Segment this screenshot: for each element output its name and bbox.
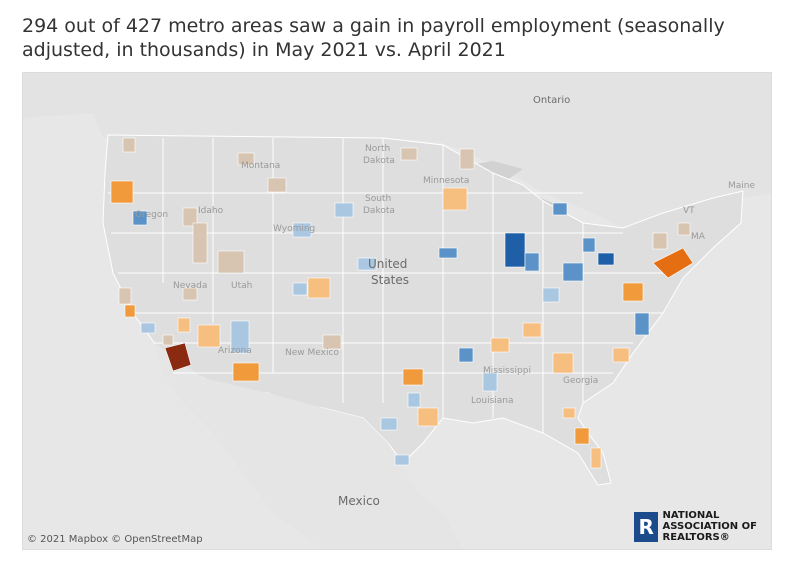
metro-area: [140, 322, 156, 334]
metro-area: [192, 222, 208, 264]
mexico-land: [153, 341, 463, 549]
metro-areas: [110, 137, 694, 469]
metro-area: [407, 392, 421, 408]
metro-area: [162, 334, 174, 346]
metro-area: [597, 252, 615, 266]
label-new-mexico: New Mexico: [285, 348, 339, 358]
metro-area: [230, 320, 250, 354]
metro-area: [124, 304, 136, 318]
label-maine: Maine: [728, 181, 755, 191]
metro-area: [122, 137, 136, 153]
metro-area: [634, 312, 650, 336]
nar-logo: R NATIONAL ASSOCIATION OF REALTORS®: [633, 510, 757, 543]
label-vt: VT: [683, 206, 695, 216]
metro-area: [164, 342, 192, 372]
metro-area: [524, 252, 540, 272]
logo-line: ASSOCIATION OF: [662, 521, 757, 532]
metro-area: [400, 147, 418, 161]
label-utah: Utah: [231, 281, 252, 291]
metro-area: [442, 187, 468, 211]
metro-area: [458, 347, 474, 363]
logo-line: REALTORS®: [662, 532, 730, 543]
metro-area: [110, 180, 134, 204]
metro-area: [522, 322, 542, 338]
label-georgia: Georgia: [563, 376, 598, 386]
label-ontario: Ontario: [533, 95, 570, 106]
metro-area: [380, 417, 398, 431]
label-south: South: [365, 194, 391, 204]
label-mexico: Mexico: [338, 494, 380, 508]
metro-area: [552, 352, 574, 374]
label-louisiana: Louisiana: [471, 396, 514, 406]
label-states: States: [371, 273, 409, 287]
metro-area: [677, 222, 691, 236]
choropleth-map[interactable]: Ontario United States Mexico Montana Nor…: [22, 72, 772, 550]
metro-area: [402, 368, 424, 386]
map-attribution[interactable]: © 2021 Mapbox © OpenStreetMap: [27, 534, 203, 545]
metro-area: [582, 237, 596, 253]
metro-area: [574, 427, 590, 445]
metro-area: [307, 277, 331, 299]
metro-area: [590, 447, 602, 469]
label-north: North: [365, 144, 390, 154]
metro-area: [542, 287, 560, 303]
metro-area: [438, 247, 458, 259]
label-nevada: Nevada: [173, 281, 207, 291]
metro-area: [622, 282, 644, 302]
label-dakota-s: Dakota: [363, 206, 395, 216]
metro-area: [217, 250, 245, 274]
metro-area: [612, 347, 630, 363]
metro-area: [357, 257, 377, 271]
metro-area: [459, 148, 475, 170]
label-montana: Montana: [241, 161, 280, 171]
logo-mark-letter: R: [638, 514, 654, 539]
canada-land: [23, 73, 771, 238]
realtor-r-icon: R: [633, 511, 658, 542]
metro-area: [182, 287, 198, 301]
label-mississippi: Mississippi: [483, 366, 531, 376]
metro-area: [292, 282, 308, 296]
label-united: United: [368, 257, 407, 271]
metro-area: [118, 287, 132, 305]
metro-area: [652, 247, 694, 279]
metro-area: [482, 372, 498, 392]
metro-area: [490, 337, 510, 353]
label-ma: MA: [691, 232, 706, 242]
metro-area: [132, 210, 148, 226]
metro-area: [552, 202, 568, 216]
metro-area: [232, 362, 260, 382]
metro-area: [334, 202, 354, 218]
state-borders: [108, 138, 663, 433]
metro-area: [182, 207, 198, 227]
metro-area: [504, 232, 526, 268]
logo-wordmark: NATIONAL ASSOCIATION OF REALTORS®: [663, 510, 757, 543]
metro-area: [417, 407, 439, 427]
label-oregon: Oregon: [135, 210, 168, 220]
metro-area: [197, 324, 221, 348]
label-minnesota: Minnesota: [423, 176, 469, 186]
label-idaho: Idaho: [198, 206, 224, 216]
metro-area: [267, 177, 287, 193]
metro-area: [292, 222, 312, 238]
metro-area: [562, 407, 576, 419]
map-canvas[interactable]: Ontario United States Mexico Montana Nor…: [23, 73, 771, 549]
logo-line: NATIONAL: [662, 510, 720, 521]
metro-area: [177, 317, 191, 333]
metro-area: [562, 262, 584, 282]
page-title: 294 out of 427 metro areas saw a gain in…: [22, 15, 725, 61]
label-arizona: Arizona: [218, 346, 252, 356]
metro-area: [322, 334, 342, 350]
metro-area: [237, 152, 255, 166]
label-dakota-n: Dakota: [363, 156, 395, 166]
label-wyoming: Wyoming: [273, 224, 315, 234]
metro-area: [652, 232, 668, 250]
metro-area: [394, 454, 410, 466]
